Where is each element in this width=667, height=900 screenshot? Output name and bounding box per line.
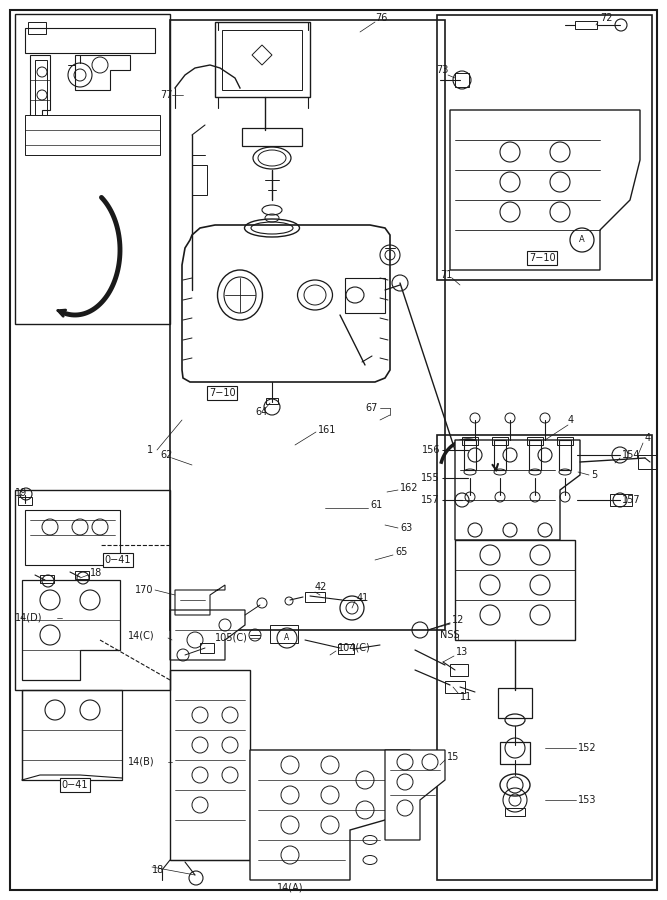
Text: 65: 65 bbox=[395, 547, 408, 557]
Bar bbox=[492, 437, 508, 445]
Polygon shape bbox=[250, 750, 410, 880]
Text: 5: 5 bbox=[591, 470, 597, 480]
Bar bbox=[462, 437, 478, 445]
Bar bbox=[638, 455, 656, 469]
Bar bbox=[15, 490, 170, 690]
Text: NSS: NSS bbox=[440, 630, 460, 640]
Bar bbox=[15, 14, 170, 324]
Bar bbox=[445, 681, 465, 693]
Text: 18: 18 bbox=[152, 865, 164, 875]
Bar bbox=[559, 440, 571, 470]
Bar bbox=[270, 625, 298, 643]
Bar bbox=[18, 497, 32, 505]
Bar bbox=[25, 510, 120, 565]
Text: 71: 71 bbox=[440, 270, 452, 280]
Polygon shape bbox=[450, 110, 640, 270]
Text: 41: 41 bbox=[357, 593, 370, 603]
Text: 157: 157 bbox=[622, 495, 640, 505]
Bar bbox=[25, 115, 160, 155]
Bar bbox=[494, 440, 506, 470]
Text: 1: 1 bbox=[147, 445, 153, 455]
Bar bbox=[75, 571, 89, 579]
Text: 156: 156 bbox=[422, 445, 440, 455]
Bar bbox=[222, 30, 302, 90]
Text: 4: 4 bbox=[645, 433, 651, 443]
Bar bbox=[192, 165, 207, 195]
Text: 77: 77 bbox=[160, 90, 173, 100]
Bar bbox=[40, 575, 54, 583]
Bar bbox=[22, 690, 122, 780]
Text: 14(B): 14(B) bbox=[128, 757, 155, 767]
Bar bbox=[498, 688, 532, 718]
Bar bbox=[455, 73, 469, 87]
Bar bbox=[35, 60, 47, 115]
Text: 7−10: 7−10 bbox=[209, 388, 235, 398]
Text: 4: 4 bbox=[568, 415, 574, 425]
Bar bbox=[505, 808, 525, 816]
Text: 0−41: 0−41 bbox=[105, 555, 131, 565]
Text: 14(D): 14(D) bbox=[15, 613, 43, 623]
Bar bbox=[437, 15, 652, 280]
Text: 153: 153 bbox=[578, 795, 596, 805]
Text: 19: 19 bbox=[15, 488, 27, 498]
Polygon shape bbox=[170, 610, 245, 660]
Bar bbox=[345, 278, 385, 313]
Bar bbox=[557, 437, 573, 445]
Bar bbox=[529, 440, 541, 470]
Text: A: A bbox=[579, 236, 585, 245]
Text: 161: 161 bbox=[318, 425, 336, 435]
Bar bbox=[527, 437, 543, 445]
Text: 7−10: 7−10 bbox=[529, 253, 556, 263]
Bar bbox=[610, 494, 632, 506]
Text: 104(C): 104(C) bbox=[338, 643, 371, 653]
Text: 155: 155 bbox=[422, 473, 440, 483]
Bar bbox=[450, 664, 468, 676]
Text: 76: 76 bbox=[375, 13, 388, 23]
Bar bbox=[170, 670, 250, 860]
Bar bbox=[575, 21, 597, 29]
Bar bbox=[170, 20, 445, 630]
Text: 64: 64 bbox=[255, 407, 267, 417]
Text: 12: 12 bbox=[452, 615, 464, 625]
Text: 162: 162 bbox=[400, 483, 418, 493]
Text: 67: 67 bbox=[366, 403, 378, 413]
Text: 13: 13 bbox=[456, 647, 468, 657]
Bar bbox=[500, 742, 530, 764]
Bar bbox=[215, 22, 310, 97]
Text: 14(A): 14(A) bbox=[277, 883, 303, 893]
Text: 11: 11 bbox=[460, 692, 472, 702]
Text: 18: 18 bbox=[90, 568, 102, 578]
Bar bbox=[464, 440, 476, 470]
Bar bbox=[455, 540, 575, 640]
Bar bbox=[338, 644, 354, 654]
Bar bbox=[200, 643, 214, 653]
Bar bbox=[266, 398, 278, 404]
Bar bbox=[242, 128, 302, 146]
Bar bbox=[25, 28, 155, 53]
Bar bbox=[437, 435, 652, 880]
Text: 154: 154 bbox=[622, 450, 640, 460]
Text: 0−41: 0−41 bbox=[62, 780, 88, 790]
Text: 42: 42 bbox=[315, 582, 327, 592]
Text: 152: 152 bbox=[578, 743, 596, 753]
Polygon shape bbox=[385, 750, 445, 840]
Text: A: A bbox=[284, 634, 289, 643]
Bar bbox=[305, 592, 325, 602]
Text: 157: 157 bbox=[422, 495, 440, 505]
Text: 61: 61 bbox=[370, 500, 382, 510]
Bar bbox=[28, 22, 46, 34]
Text: 105(C): 105(C) bbox=[215, 633, 248, 643]
Text: 170: 170 bbox=[135, 585, 153, 595]
Text: 15: 15 bbox=[447, 752, 460, 762]
Text: 14(C): 14(C) bbox=[128, 630, 155, 640]
Text: 72: 72 bbox=[600, 13, 612, 23]
Text: 73: 73 bbox=[436, 65, 448, 75]
Text: 63: 63 bbox=[400, 523, 412, 533]
Polygon shape bbox=[455, 440, 580, 540]
Text: 62: 62 bbox=[160, 450, 172, 460]
